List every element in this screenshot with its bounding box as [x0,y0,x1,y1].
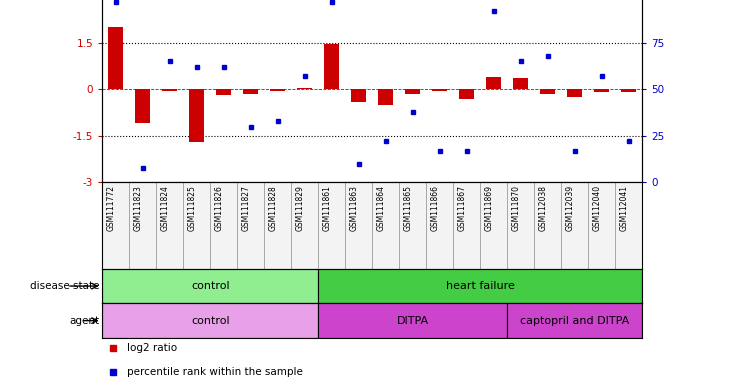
Text: GSM111864: GSM111864 [377,185,385,231]
Bar [351,89,366,102]
Text: GSM111826: GSM111826 [215,185,223,231]
Bar [561,182,588,269]
Bar [459,89,475,99]
Text: percentile rank within the sample: percentile rank within the sample [126,367,302,377]
Bar [162,89,177,91]
Bar [453,182,480,269]
Text: GSM111867: GSM111867 [458,185,467,231]
Text: GSM112039: GSM112039 [566,185,575,231]
Text: DITPA: DITPA [396,316,429,326]
Bar [135,89,150,123]
Bar [318,303,507,338]
Bar [216,89,231,96]
Bar [102,303,318,338]
Text: GSM111869: GSM111869 [485,185,493,231]
Bar [108,27,123,89]
Text: GSM112041: GSM112041 [620,185,629,231]
Text: GSM111824: GSM111824 [161,185,169,231]
Bar [297,88,312,89]
Text: GSM112038: GSM112038 [539,185,548,231]
Bar [102,269,318,303]
Bar [318,182,345,269]
Bar [594,89,610,93]
Bar [540,89,556,94]
Bar [507,182,534,269]
Text: control: control [191,281,229,291]
Text: GSM111772: GSM111772 [107,185,115,231]
Bar [210,182,237,269]
Text: GSM111828: GSM111828 [269,185,277,231]
Bar [588,182,615,269]
Text: GSM111866: GSM111866 [431,185,439,231]
Text: log2 ratio: log2 ratio [126,343,177,354]
Bar [480,182,507,269]
Bar [486,77,502,89]
Bar [270,89,285,91]
Bar [243,89,258,94]
Bar [405,89,420,94]
Text: agent: agent [69,316,99,326]
Bar [264,182,291,269]
Bar [129,182,156,269]
Text: GSM111861: GSM111861 [323,185,331,231]
Bar [372,182,399,269]
Bar [432,89,447,91]
Bar [183,182,210,269]
Bar [156,182,183,269]
Text: disease state: disease state [30,281,99,291]
Bar [534,182,561,269]
Text: GSM111870: GSM111870 [512,185,521,231]
Text: control: control [191,316,229,326]
Text: GSM111823: GSM111823 [134,185,143,231]
Bar [189,89,204,142]
Bar [237,182,264,269]
Text: GSM111825: GSM111825 [188,185,197,231]
Bar [102,182,129,269]
Text: heart failure: heart failure [446,281,515,291]
Bar [324,44,339,89]
Bar [567,89,583,97]
Text: GSM112040: GSM112040 [593,185,602,231]
Bar [615,182,642,269]
Text: GSM111865: GSM111865 [404,185,412,231]
Bar [291,182,318,269]
Bar [345,182,372,269]
Text: GSM111863: GSM111863 [350,185,358,231]
Text: GSM111827: GSM111827 [242,185,251,231]
Bar [507,303,642,338]
Bar [318,269,642,303]
Bar [621,89,637,93]
Text: GSM111829: GSM111829 [296,185,305,231]
Bar [513,78,529,89]
Bar [399,182,426,269]
Text: captopril and DITPA: captopril and DITPA [520,316,629,326]
Bar [378,89,393,105]
Bar [426,182,453,269]
